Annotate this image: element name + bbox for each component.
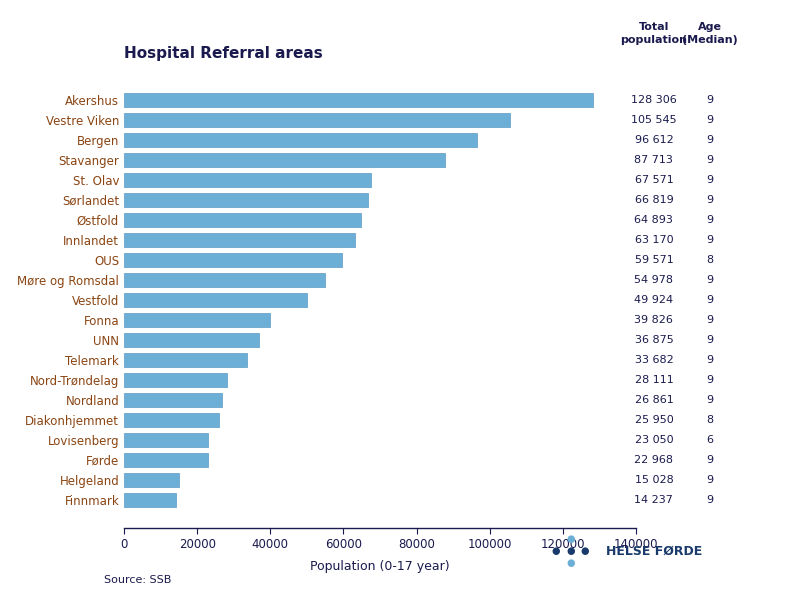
Bar	[124, 453, 208, 467]
Bar	[124, 173, 371, 187]
Text: 14 237: 14 237	[634, 495, 674, 505]
Bar	[124, 393, 222, 407]
Text: 9: 9	[706, 335, 714, 345]
Bar	[124, 233, 355, 247]
Text: 28 111: 28 111	[634, 375, 674, 385]
Text: 23 050: 23 050	[634, 435, 674, 445]
Text: 33 682: 33 682	[634, 355, 674, 365]
Text: ●: ●	[566, 546, 574, 556]
Bar	[124, 93, 594, 107]
Text: 9: 9	[706, 95, 714, 105]
Text: 6: 6	[706, 435, 714, 445]
Text: 26 861: 26 861	[634, 395, 674, 405]
Text: HELSE FØRDE: HELSE FØRDE	[606, 544, 702, 557]
Bar	[124, 133, 478, 147]
Text: 9: 9	[706, 235, 714, 245]
Text: 96 612: 96 612	[634, 135, 674, 145]
Bar	[124, 293, 306, 307]
Text: Total
population: Total population	[621, 22, 687, 44]
Text: 128 306: 128 306	[631, 95, 677, 105]
Text: Age
(Median): Age (Median)	[682, 22, 738, 44]
Text: ●: ●	[566, 558, 574, 568]
Bar	[124, 373, 227, 387]
Text: 9: 9	[706, 195, 714, 205]
Text: 9: 9	[706, 395, 714, 405]
Text: 8: 8	[706, 415, 714, 425]
Text: 64 893: 64 893	[634, 215, 674, 225]
Bar	[124, 313, 270, 327]
Text: 9: 9	[706, 455, 714, 465]
Text: 8: 8	[706, 255, 714, 265]
Bar	[124, 433, 208, 447]
Text: 87 713: 87 713	[634, 155, 674, 165]
Bar	[124, 113, 510, 127]
Text: 63 170: 63 170	[634, 235, 674, 245]
Text: Source: SSB: Source: SSB	[104, 575, 171, 585]
Text: 22 968: 22 968	[634, 455, 674, 465]
Text: Hospital Referral areas: Hospital Referral areas	[124, 46, 322, 61]
Text: 15 028: 15 028	[634, 475, 674, 485]
Text: 9: 9	[706, 355, 714, 365]
Text: 105 545: 105 545	[631, 115, 677, 125]
Text: 36 875: 36 875	[634, 335, 674, 345]
Text: 67 571: 67 571	[634, 175, 674, 185]
Bar	[124, 333, 259, 347]
Text: 9: 9	[706, 115, 714, 125]
Text: 9: 9	[706, 375, 714, 385]
Bar	[124, 193, 368, 207]
Bar	[124, 213, 362, 227]
Text: 54 978: 54 978	[634, 275, 674, 285]
Text: 59 571: 59 571	[634, 255, 674, 265]
Text: 9: 9	[706, 295, 714, 305]
Text: ●: ●	[581, 546, 589, 556]
Text: 9: 9	[706, 155, 714, 165]
X-axis label: Population (0-17 year): Population (0-17 year)	[310, 560, 450, 573]
Text: 39 826: 39 826	[634, 315, 674, 325]
Bar	[124, 493, 176, 507]
Text: ●: ●	[566, 534, 574, 544]
Text: 9: 9	[706, 275, 714, 285]
Text: 49 924: 49 924	[634, 295, 674, 305]
Bar	[124, 153, 445, 167]
Text: 9: 9	[706, 475, 714, 485]
Text: 9: 9	[706, 495, 714, 505]
Bar	[124, 473, 179, 487]
Bar	[124, 413, 219, 427]
Text: ●: ●	[552, 546, 560, 556]
Text: 9: 9	[706, 135, 714, 145]
Text: 25 950: 25 950	[634, 415, 674, 425]
Text: 9: 9	[706, 315, 714, 325]
Bar	[124, 273, 325, 287]
Bar	[124, 253, 342, 267]
Text: 9: 9	[706, 215, 714, 225]
Text: 9: 9	[706, 175, 714, 185]
Text: 66 819: 66 819	[634, 195, 674, 205]
Bar	[124, 353, 247, 367]
